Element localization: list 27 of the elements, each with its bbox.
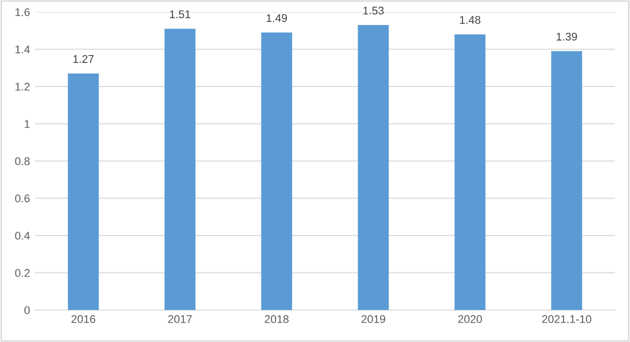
bar <box>551 51 582 310</box>
data-label: 1.51 <box>170 10 190 18</box>
x-tick-label: 2019 <box>362 315 386 324</box>
x-tick-label: 2018 <box>264 315 289 324</box>
data-label: 1.39 <box>556 32 577 41</box>
data-label: 1.49 <box>266 14 287 22</box>
bar <box>454 34 486 310</box>
y-tick-label: 1.2 <box>16 82 30 91</box>
x-tick-label: 2020 <box>458 315 482 324</box>
y-tick-label: 1.6 <box>16 8 30 16</box>
y-tick-label: 0 <box>24 306 30 314</box>
x-tick-label: 2016 <box>72 315 96 324</box>
y-tick-label: 0.2 <box>15 269 30 277</box>
y-tick-label: 1 <box>24 120 30 128</box>
x-tick-label: 2017 <box>168 315 192 324</box>
data-label: 1.48 <box>460 16 480 24</box>
y-tick-label: 0.6 <box>15 194 30 202</box>
data-label: 1.27 <box>73 55 94 63</box>
bar <box>164 28 196 310</box>
y-tick-label: 0.8 <box>15 157 30 166</box>
bar <box>358 25 389 310</box>
y-tick-label: 0.4 <box>15 232 30 240</box>
bar <box>68 73 99 310</box>
y-tick-label: 1.4 <box>16 46 30 54</box>
bar <box>261 32 292 310</box>
x-tick-label: 2021.1-10 <box>542 315 592 324</box>
data-label: 1.53 <box>363 6 384 15</box>
